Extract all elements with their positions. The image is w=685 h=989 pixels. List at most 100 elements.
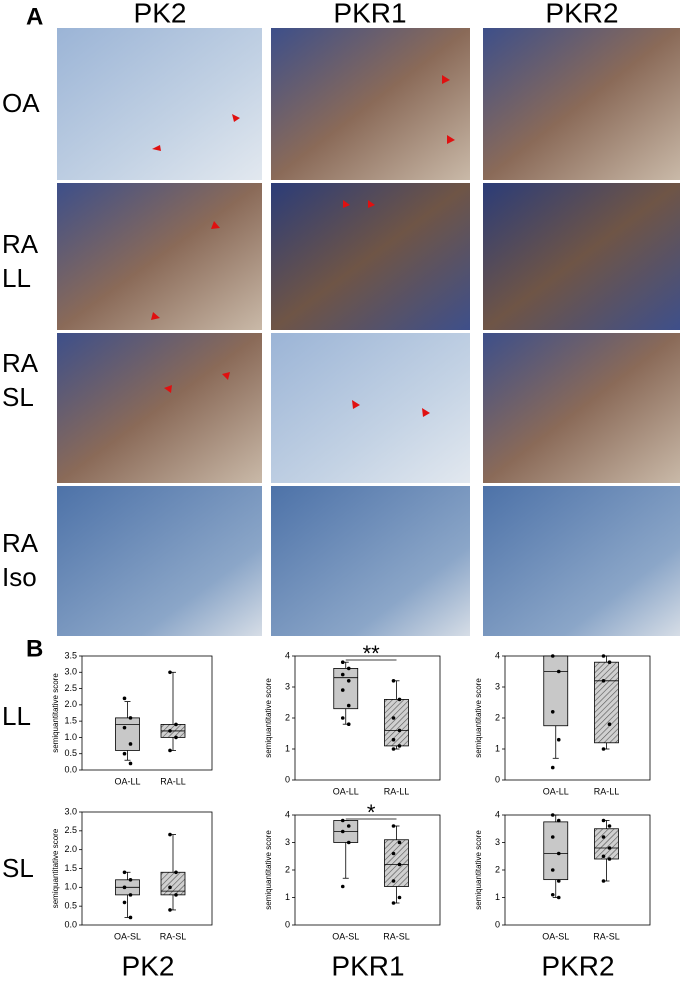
x-tick-label: OA-LL	[114, 776, 140, 786]
y-tick-label: 0.0	[64, 919, 77, 929]
data-point	[601, 835, 606, 839]
micrograph	[57, 28, 262, 180]
plot-frame	[504, 655, 651, 781]
y-tick-label: 3.5	[64, 650, 77, 660]
y-axis-label: semiquantitative score	[51, 673, 60, 753]
y-tick-label: 4	[495, 650, 500, 660]
x-tick-label: RA-SL	[383, 931, 410, 941]
x-tick-label: OA-SL	[542, 931, 569, 941]
row-label: OA	[2, 88, 40, 118]
data-point	[128, 716, 133, 720]
data-point	[346, 840, 351, 845]
significance-label: *	[367, 800, 376, 825]
data-point	[601, 679, 606, 683]
y-tick-label: 3	[285, 681, 290, 691]
x-tick-label: RA-SL	[160, 931, 187, 941]
column-label: PK2	[134, 0, 187, 28]
row-label: LL	[2, 701, 31, 731]
y-tick-label: 2	[495, 712, 500, 722]
data-point	[340, 660, 345, 664]
data-point	[556, 818, 561, 823]
data-point	[128, 893, 133, 897]
y-tick-label: 2	[285, 864, 290, 874]
data-point	[340, 716, 345, 720]
row-label: LL	[2, 263, 31, 293]
data-point	[122, 751, 127, 756]
micrograph	[271, 333, 470, 483]
data-point	[340, 672, 345, 677]
data-point	[556, 737, 561, 742]
data-point	[391, 824, 396, 828]
data-point	[128, 878, 133, 882]
y-tick-label: 1	[285, 892, 290, 902]
data-point	[340, 884, 345, 889]
data-point	[168, 670, 172, 675]
data-point	[174, 893, 178, 897]
micrograph	[483, 183, 680, 330]
data-point	[556, 851, 561, 856]
row-label: Iso	[2, 562, 37, 592]
y-tick-label: 4	[285, 809, 290, 819]
panel-label: B	[26, 635, 43, 662]
y-tick-label: 3	[495, 837, 500, 847]
data-point	[168, 729, 172, 733]
data-point	[607, 824, 612, 828]
y-tick-label: 2.5	[64, 683, 77, 693]
plot-frame	[504, 814, 651, 926]
y-tick-label: 2.0	[64, 844, 77, 854]
box	[115, 717, 140, 751]
data-point	[550, 892, 555, 897]
data-point	[340, 818, 345, 823]
data-point	[391, 679, 396, 683]
y-axis-label: semiquantitative score	[264, 678, 273, 758]
y-tick-label: 2.0	[64, 699, 77, 709]
y-tick-label: 3.0	[64, 667, 77, 677]
data-point	[168, 832, 172, 837]
column-label: PK2	[122, 950, 175, 981]
data-point	[556, 669, 561, 674]
micrograph	[483, 28, 680, 180]
data-point	[346, 703, 351, 708]
plot-frame	[294, 655, 441, 781]
box-chart: 0 1 2 3 4 semiquantitative score OA-LL RA-LL **	[264, 641, 441, 796]
box	[384, 839, 409, 887]
data-point	[340, 688, 345, 692]
y-tick-label: 0.5	[64, 901, 77, 911]
y-tick-label: 0	[285, 774, 290, 784]
data-point	[391, 879, 396, 883]
data-point	[346, 666, 351, 671]
data-point	[550, 868, 555, 872]
y-tick-label: 1.0	[64, 732, 77, 742]
y-tick-label: 2	[495, 864, 500, 874]
box-chart: 0.0 0.5 1.0 1.5 2.0 2.5 3.0 3.5 semiquantitative…	[51, 650, 213, 786]
y-tick-label: 1.5	[64, 863, 77, 873]
data-point	[168, 885, 172, 890]
data-point	[122, 870, 127, 875]
y-tick-label: 3	[495, 681, 500, 691]
row-label: RA	[2, 229, 39, 259]
box-chart: 0 1 2 3 4 semiquantitative score OA-LL RA-LL	[474, 650, 651, 796]
box	[594, 661, 619, 744]
x-tick-label: OA-LL	[333, 786, 359, 796]
data-point	[607, 722, 612, 726]
data-point	[122, 885, 127, 890]
plot-frame	[81, 811, 213, 926]
row-label: RA	[2, 528, 39, 558]
y-axis-label: semiquantitative score	[474, 678, 483, 758]
data-point	[340, 829, 345, 834]
data-point	[601, 854, 606, 859]
plot-frame	[81, 655, 213, 771]
box	[160, 871, 186, 896]
y-tick-label: 0	[495, 774, 500, 784]
box	[384, 699, 409, 747]
data-point	[391, 747, 396, 751]
micrograph	[57, 333, 262, 483]
data-point	[550, 710, 555, 714]
data-point	[128, 761, 133, 766]
y-axis-label: semiquantitative score	[474, 830, 483, 910]
data-point	[174, 735, 178, 740]
y-tick-label: 1.0	[64, 882, 77, 892]
data-point	[397, 840, 402, 845]
column-label: PKR2	[541, 950, 614, 981]
